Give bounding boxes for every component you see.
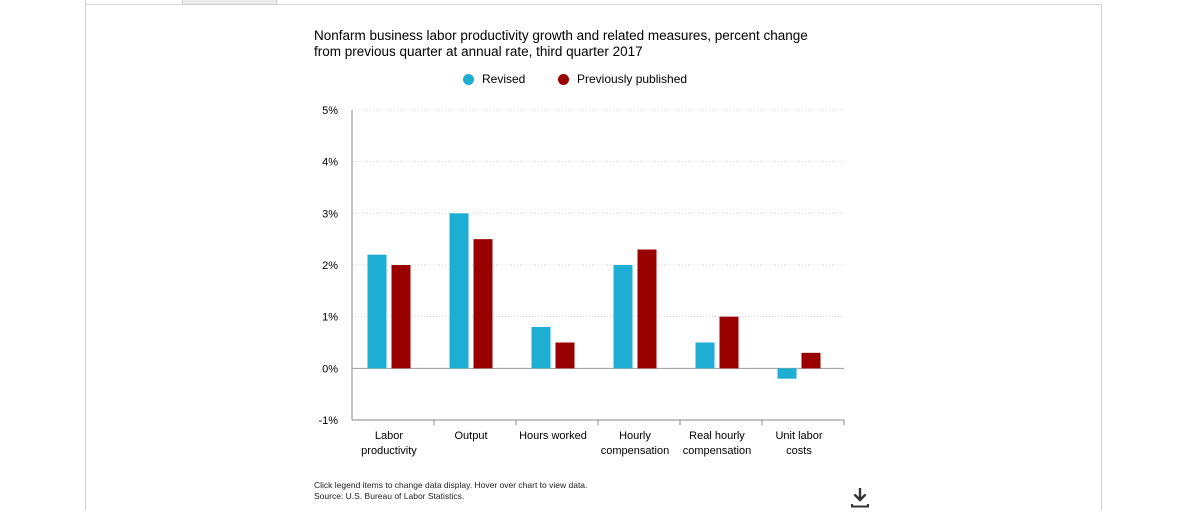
legend-label-revised: Revised — [482, 72, 526, 86]
legend-item-previously-published[interactable]: Previously published — [558, 72, 687, 86]
frame-left-border — [85, 0, 86, 510]
x-tick-label: productivity — [361, 445, 417, 457]
x-tick-label: costs — [786, 445, 812, 457]
bar-revised[interactable] — [695, 342, 715, 369]
x-tick-label: Hours worked — [519, 430, 587, 442]
bar-revised[interactable] — [777, 368, 797, 379]
y-tick-label: 3% — [322, 208, 338, 220]
frame-right-border — [1101, 4, 1102, 510]
bar-revised[interactable] — [613, 265, 633, 369]
y-tick-label: 0% — [322, 363, 338, 375]
x-tick-label: Labor — [375, 430, 403, 442]
bar-previously-published[interactable] — [637, 249, 657, 369]
bar-previously-published[interactable] — [719, 316, 739, 369]
legend-label-previously-published: Previously published — [577, 72, 688, 86]
chart-notes: Click legend items to change data displa… — [314, 480, 587, 502]
y-tick-label: 5% — [322, 105, 338, 117]
legend-item-revised[interactable]: Revised — [463, 72, 525, 86]
bar-revised[interactable] — [531, 327, 551, 369]
bar-revised[interactable] — [367, 254, 387, 369]
x-tick-label: Output — [454, 430, 487, 442]
bar-revised[interactable] — [449, 213, 469, 369]
download-icon[interactable] — [849, 486, 871, 508]
chart-legend: Revised Previously published — [0, 72, 1192, 90]
chart-note-instructions: Click legend items to change data displa… — [314, 480, 588, 490]
y-tick-label: 1% — [322, 312, 338, 324]
frame-top-border — [85, 4, 1102, 5]
x-tick-label: Unit labor — [775, 430, 822, 442]
y-tick-label: -1% — [318, 415, 338, 427]
tab-stub[interactable] — [182, 0, 277, 5]
chart-note-source: Source: U.S. Bureau of Labor Statistics. — [314, 491, 465, 501]
chart-title: Nonfarm business labor productivity grow… — [314, 28, 854, 60]
bar-previously-published[interactable] — [555, 342, 575, 369]
chart-title-line-2: from previous quarter at annual rate, th… — [314, 44, 643, 59]
x-tick-label: Real hourly — [689, 430, 745, 442]
legend-dot-previously-published — [558, 73, 569, 85]
y-tick-label: 4% — [322, 157, 338, 169]
legend-dot-revised — [463, 73, 474, 85]
chart-title-line-1: Nonfarm business labor productivity grow… — [314, 28, 808, 43]
bar-previously-published[interactable] — [473, 239, 493, 369]
bar-previously-published[interactable] — [801, 352, 821, 369]
x-tick-label: compensation — [683, 445, 752, 457]
bar-previously-published[interactable] — [391, 265, 411, 369]
y-tick-label: 2% — [322, 260, 338, 272]
x-tick-label: compensation — [601, 445, 670, 457]
x-tick-label: Hourly — [619, 430, 651, 442]
